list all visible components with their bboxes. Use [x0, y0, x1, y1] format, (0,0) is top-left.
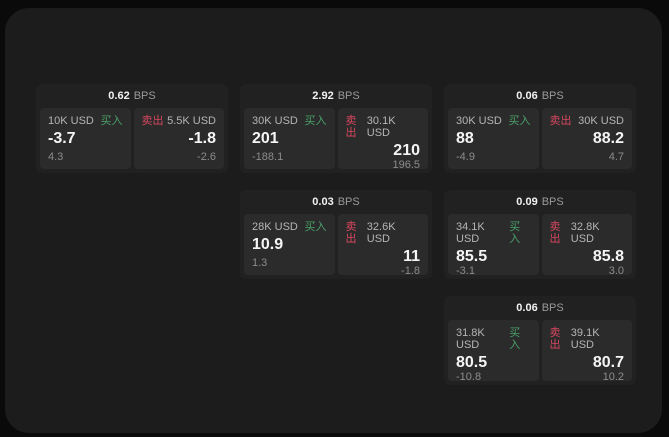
bps-value: 0.03 [312, 196, 334, 208]
bps-label: BPS [541, 302, 564, 314]
buy-price: 201 [252, 130, 279, 147]
bps-header: 0.09 BPS [444, 190, 636, 214]
buy-price: 88 [456, 130, 474, 147]
bps-label: BPS [541, 196, 564, 208]
bps-value: 0.06 [516, 302, 538, 314]
sell-amount: 30.1K USD [366, 115, 396, 139]
buy-label: 买入 [509, 327, 521, 351]
buy-price: 10.9 [252, 236, 284, 253]
bps-header: 0.62 BPS [36, 84, 228, 108]
buy-panel[interactable]: 34.1K USD 买入 85.5 -3.1 [448, 214, 539, 277]
sell-price: 88.2 [592, 130, 624, 147]
quote-card: 0.06 BPS 30K USD 买入 88 -4.9 卖出 30K USD 8… [444, 84, 636, 173]
buy-sub-value: -188.1 [252, 151, 284, 163]
bps-label: BPS [133, 90, 156, 102]
buy-label: 买入 [100, 115, 123, 127]
quote-card: 0.03 BPS 28K USD 买入 10.9 1.3 卖出 32.6K US… [240, 190, 432, 279]
buy-price: 85.5 [456, 248, 488, 265]
buy-amount: 31.8K USD [456, 327, 485, 351]
bps-label: BPS [541, 90, 564, 102]
sell-price: 80.7 [592, 354, 624, 371]
sell-sub-value: 4.7 [608, 151, 624, 163]
quote-card: 2.92 BPS 30K USD 买入 201 -188.1 卖出 30.1K … [240, 84, 432, 173]
sell-amount: 5.5K USD [167, 115, 216, 127]
bps-header: 0.03 BPS [240, 190, 432, 214]
buy-price: 80.5 [456, 354, 488, 371]
buy-amount: 30K USD [456, 115, 502, 127]
sell-price: 85.8 [592, 248, 624, 265]
bps-value: 0.62 [108, 90, 130, 102]
bps-label: BPS [337, 196, 360, 208]
sell-label: 卖出 [141, 115, 164, 127]
sell-sub-value: -1.8 [401, 265, 420, 277]
sell-price: -1.8 [188, 130, 216, 147]
sell-sub-value: 196.5 [392, 159, 420, 171]
bps-value: 0.06 [516, 90, 538, 102]
buy-label: 买入 [304, 221, 327, 233]
bps-label: BPS [337, 90, 360, 102]
buy-amount: 10K USD [48, 115, 94, 127]
sell-sub-value: 3.0 [608, 265, 624, 277]
sell-sub-value: 10.2 [602, 371, 624, 383]
sell-label: 卖出 [549, 115, 572, 127]
quote-card: 0.09 BPS 34.1K USD 买入 85.5 -3.1 卖出 32.8K… [444, 190, 636, 279]
buy-sub-value: 4.3 [48, 151, 64, 163]
buy-panel[interactable]: 30K USD 买入 88 -4.9 [448, 108, 539, 169]
sell-amount: 30K USD [578, 115, 624, 127]
sell-panel[interactable]: 卖出 30.1K USD 210 196.5 [337, 108, 428, 171]
bps-header: 0.06 BPS [444, 84, 636, 108]
bps-header: 2.92 BPS [240, 84, 432, 108]
sell-panel[interactable]: 卖出 32.8K USD 85.8 3.0 [541, 214, 632, 277]
bps-value: 2.92 [312, 90, 334, 102]
bps-header: 0.06 BPS [444, 296, 636, 320]
sell-amount: 32.8K USD [570, 221, 600, 245]
buy-panel[interactable]: 30K USD 买入 201 -188.1 [244, 108, 335, 169]
buy-label: 买入 [508, 115, 531, 127]
quote-card: 0.62 BPS 10K USD 买入 -3.7 4.3 卖出 5.5K USD… [36, 84, 228, 173]
sell-price: 11 [403, 248, 420, 265]
app-panel: 0.62 BPS 10K USD 买入 -3.7 4.3 卖出 5.5K USD… [5, 8, 662, 433]
sell-amount: 39.1K USD [570, 327, 600, 351]
bps-value: 0.09 [516, 196, 538, 208]
buy-amount: 30K USD [252, 115, 298, 127]
buy-amount: 34.1K USD [456, 221, 485, 245]
buy-panel[interactable]: 31.8K USD 买入 80.5 -10.8 [448, 320, 539, 383]
sell-label: 卖出 [549, 327, 561, 351]
buy-panel[interactable]: 10K USD 买入 -3.7 4.3 [40, 108, 131, 169]
buy-sub-value: -4.9 [456, 151, 475, 163]
quote-card: 0.06 BPS 31.8K USD 买入 80.5 -10.8 卖出 39.1… [444, 296, 636, 385]
sell-panel[interactable]: 卖出 32.6K USD 11 -1.8 [337, 214, 428, 277]
sell-amount: 32.6K USD [366, 221, 396, 245]
buy-label: 买入 [509, 221, 521, 245]
sell-price: 210 [393, 142, 420, 159]
buy-sub-value: -3.1 [456, 265, 475, 277]
buy-label: 买入 [304, 115, 327, 127]
buy-sub-value: -10.8 [456, 371, 482, 383]
buy-panel[interactable]: 28K USD 买入 10.9 1.3 [244, 214, 335, 275]
buy-amount: 28K USD [252, 221, 298, 233]
sell-panel[interactable]: 卖出 5.5K USD -1.8 -2.6 [133, 108, 224, 169]
sell-sub-value: -2.6 [197, 151, 216, 163]
sell-panel[interactable]: 卖出 30K USD 88.2 4.7 [541, 108, 632, 169]
buy-sub-value: 1.3 [252, 257, 268, 269]
buy-price: -3.7 [48, 130, 76, 147]
sell-label: 卖出 [345, 115, 357, 139]
sell-panel[interactable]: 卖出 39.1K USD 80.7 10.2 [541, 320, 632, 383]
sell-label: 卖出 [549, 221, 561, 245]
sell-label: 卖出 [345, 221, 357, 245]
